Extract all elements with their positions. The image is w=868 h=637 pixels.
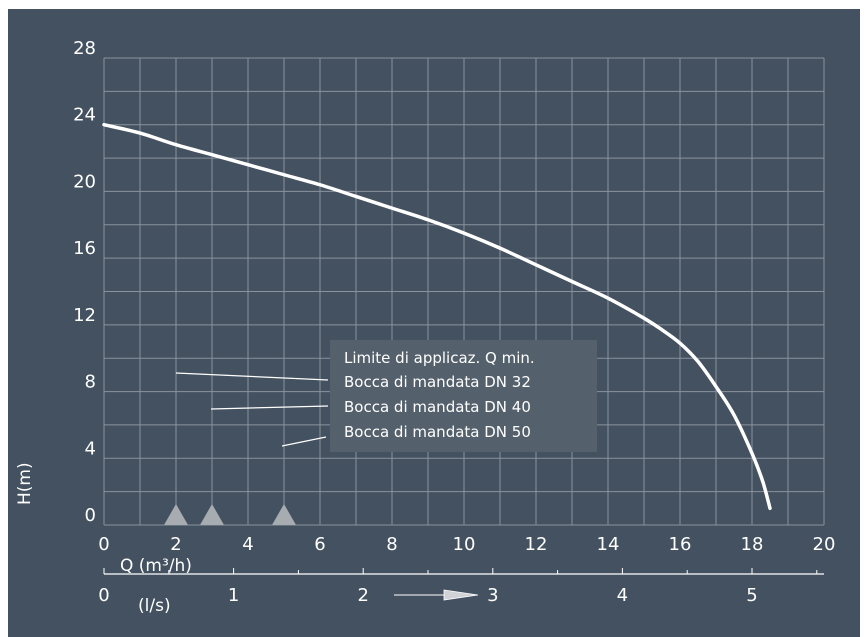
secondary-x-axis-title: (l/s)	[138, 596, 171, 616]
legend-entry-dn50: Bocca di mandata DN 50	[344, 423, 531, 441]
legend-box	[330, 340, 597, 452]
q-min-marker	[200, 504, 224, 525]
y-tick-label: 16	[73, 238, 96, 259]
x-tick-label: 2	[170, 534, 181, 555]
y-axis-ticks: 0 4 8 12 16 20 24 28	[73, 38, 96, 526]
leader-line-dn32	[175, 372, 329, 381]
legend-entry-dn40: Bocca di mandata DN 40	[344, 398, 531, 416]
x-tick-label: 8	[386, 534, 397, 555]
x-tick-label: 18	[741, 534, 764, 555]
y-tick-label: 20	[73, 171, 96, 192]
x-tick-label: 12	[525, 534, 548, 555]
x-tick-label: 6	[314, 534, 325, 555]
y-axis-title: H(m)	[15, 462, 35, 505]
y-tick-label: 24	[73, 105, 96, 126]
secondary-tick-label: 4	[617, 585, 628, 606]
secondary-x-axis: 0 1 2 3 4 5	[98, 568, 824, 606]
legend-entry-dn32: Bocca di mandata DN 32	[344, 373, 531, 391]
x-tick-label: 4	[242, 534, 253, 555]
marker-layer	[164, 504, 296, 525]
pump-curve-chart: Limite di applicaz. Q min. Bocca di mand…	[15, 38, 835, 616]
grid	[103, 57, 825, 526]
legend-leader-lines	[175, 372, 329, 447]
q-min-marker	[164, 504, 188, 525]
x-tick-label: 0	[98, 534, 109, 555]
direction-arrow-head	[443, 589, 479, 601]
y-tick-label: 0	[85, 505, 96, 526]
legend-entry-q-min: Limite di applicaz. Q min.	[344, 349, 535, 367]
secondary-tick-label: 0	[98, 585, 109, 606]
y-tick-label: 8	[85, 372, 96, 393]
x-tick-label: 10	[453, 534, 476, 555]
y-tick-label: 12	[73, 305, 96, 326]
secondary-tick-label: 3	[487, 585, 498, 606]
x-tick-label: 16	[669, 534, 692, 555]
leader-line-dn50	[281, 436, 327, 447]
secondary-tick-label: 1	[228, 585, 239, 606]
x-tick-label: 20	[813, 534, 836, 555]
secondary-tick-label: 5	[746, 585, 757, 606]
legend: Limite di applicaz. Q min. Bocca di mand…	[330, 340, 597, 452]
y-tick-label: 28	[73, 38, 96, 59]
x-tick-label: 14	[597, 534, 620, 555]
pump-curve-line	[102, 122, 772, 511]
chart-panel: Limite di applicaz. Q min. Bocca di mand…	[8, 9, 860, 637]
x-axis-ticks: 0 2 4 6 8 10 12 14 16 18 20	[98, 534, 835, 555]
leader-line-dn40	[210, 405, 329, 410]
secondary-tick-label: 2	[357, 585, 368, 606]
y-tick-label: 4	[85, 438, 96, 459]
q-min-marker	[272, 504, 296, 525]
x-axis-title: Q (m³/h)	[120, 556, 192, 576]
